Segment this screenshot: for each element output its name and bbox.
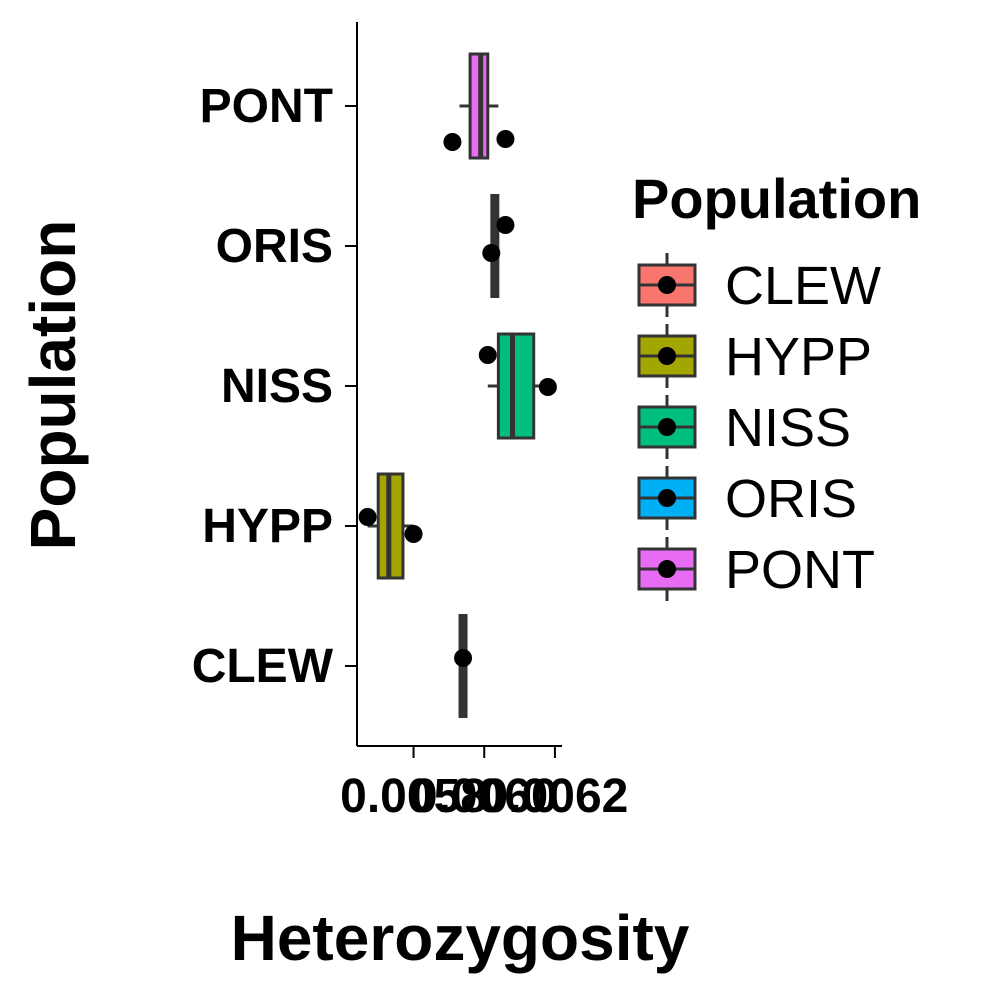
legend-label-oris: ORIS bbox=[725, 469, 857, 529]
legend-entry-clew: CLEW bbox=[637, 253, 881, 317]
legend-point-clew bbox=[658, 276, 676, 294]
legend-point-niss bbox=[658, 418, 676, 436]
y-tick-label-clew: CLEW bbox=[192, 640, 334, 693]
data-point-hypp-2 bbox=[404, 525, 423, 543]
legend-label-clew: CLEW bbox=[725, 256, 881, 316]
legend-title: Population bbox=[632, 167, 921, 230]
iqr-box-niss bbox=[496, 332, 536, 440]
y-axis-title: Population bbox=[17, 220, 89, 551]
x-tick-label-1: 0.0060 bbox=[411, 770, 558, 823]
legend-entry-oris: ORIS bbox=[637, 466, 857, 530]
box-niss bbox=[487, 332, 548, 440]
legend-point-pont bbox=[658, 560, 676, 578]
legend-label-niss: NISS bbox=[725, 398, 851, 458]
y-tick-label-niss: NISS bbox=[221, 360, 333, 413]
data-point-niss-4 bbox=[538, 378, 557, 396]
x-tick-label-2: 0.0062 bbox=[482, 770, 629, 823]
y-tick-label-oris: ORIS bbox=[216, 220, 333, 273]
legend: Population CLEW HYPP NISS ORIS PONT bbox=[632, 167, 921, 601]
data-point-pont-8 bbox=[496, 130, 515, 148]
x-axis-title: Heterozygosity bbox=[231, 902, 690, 974]
data-point-pont-7 bbox=[443, 133, 462, 151]
legend-label-pont: PONT bbox=[725, 540, 875, 600]
legend-point-hypp bbox=[658, 347, 676, 365]
legend-label-hypp: HYPP bbox=[725, 327, 872, 387]
box-pont bbox=[459, 52, 499, 160]
data-point-oris-6 bbox=[496, 216, 515, 234]
legend-point-oris bbox=[658, 489, 676, 507]
legend-entry-niss: NISS bbox=[637, 395, 851, 459]
data-point-hypp-1 bbox=[358, 508, 377, 526]
data-point-niss-3 bbox=[478, 346, 497, 364]
plot-area bbox=[358, 52, 557, 718]
y-tick-label-hypp: HYPP bbox=[202, 500, 333, 553]
data-point-clew-0 bbox=[454, 649, 473, 667]
legend-entry-pont: PONT bbox=[637, 537, 875, 601]
data-point-oris-5 bbox=[482, 244, 501, 262]
legend-entry-hypp: HYPP bbox=[637, 324, 872, 388]
box-hypp bbox=[367, 472, 414, 580]
y-tick-label-pont: PONT bbox=[200, 80, 333, 133]
x-tick-label-0: 0.0058 bbox=[340, 770, 487, 823]
